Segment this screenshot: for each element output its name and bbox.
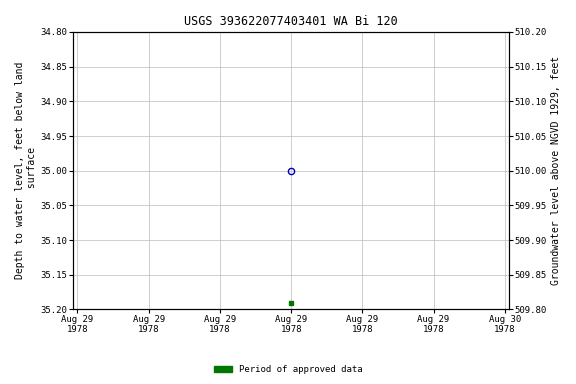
Legend: Period of approved data: Period of approved data xyxy=(210,361,366,377)
Y-axis label: Groundwater level above NGVD 1929, feet: Groundwater level above NGVD 1929, feet xyxy=(551,56,561,285)
Title: USGS 393622077403401 WA Bi 120: USGS 393622077403401 WA Bi 120 xyxy=(184,15,398,28)
Y-axis label: Depth to water level, feet below land
 surface: Depth to water level, feet below land su… xyxy=(15,62,37,280)
